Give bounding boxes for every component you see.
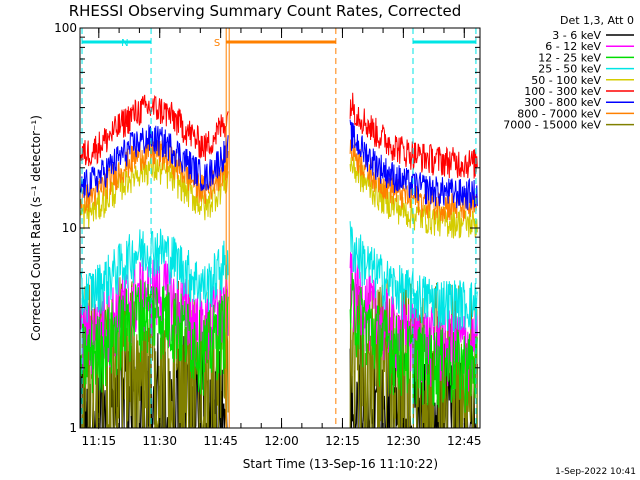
series-line bbox=[80, 221, 478, 333]
legend-header: Det 1,3, Att 0 bbox=[560, 14, 634, 27]
legend-entry: 800 - 7000 keV bbox=[517, 107, 601, 120]
series-layer bbox=[80, 92, 478, 430]
y-tick-label: 100 bbox=[54, 21, 77, 35]
series-line bbox=[80, 272, 478, 413]
x-tick-label: 11:15 bbox=[82, 434, 117, 448]
x-tick-label: 12:30 bbox=[386, 434, 421, 448]
x-axis-label: Start Time (13-Sep-16 11:10:22) bbox=[243, 457, 438, 471]
x-axis: 11:15 11:30 11:45 12:00 12:15 12:30 12:45 bbox=[82, 28, 482, 448]
chart-title: RHESSI Observing Summary Count Rates, Co… bbox=[69, 2, 462, 20]
series-line bbox=[80, 92, 478, 179]
annotation-label: S bbox=[214, 38, 220, 49]
series-line bbox=[80, 119, 478, 210]
series-line bbox=[80, 137, 478, 222]
legend-entry: 300 - 800 keV bbox=[524, 96, 601, 109]
y-tick-label: 10 bbox=[62, 221, 77, 235]
y-axis-label: Corrected Count Rate (s⁻¹ detector⁻¹) bbox=[29, 115, 43, 341]
y-axis: 1 10 100 bbox=[54, 21, 480, 435]
x-tick-label: 12:15 bbox=[325, 434, 360, 448]
footer-timestamp: 1-Sep-2022 10:41 bbox=[555, 467, 636, 477]
legend-entry: 3 - 6 keV bbox=[552, 29, 601, 42]
legend-entry: 12 - 25 keV bbox=[538, 51, 601, 64]
series-line bbox=[80, 152, 478, 239]
x-tick-label: 11:45 bbox=[203, 434, 238, 448]
x-tick-label: 11:30 bbox=[142, 434, 177, 448]
y-tick-label: 1 bbox=[69, 421, 77, 435]
x-tick-label: 12:00 bbox=[264, 434, 299, 448]
legend-entry: 6 - 12 keV bbox=[545, 40, 601, 53]
legend-entry: 50 - 100 keV bbox=[531, 74, 601, 87]
legend-entry: 100 - 300 keV bbox=[524, 85, 601, 98]
legend-entry: 25 - 50 keV bbox=[538, 63, 601, 76]
annotation-label: N bbox=[121, 38, 128, 49]
x-tick-label: 12:45 bbox=[447, 434, 482, 448]
legend-entry: 7000 - 15000 keV bbox=[503, 119, 601, 132]
